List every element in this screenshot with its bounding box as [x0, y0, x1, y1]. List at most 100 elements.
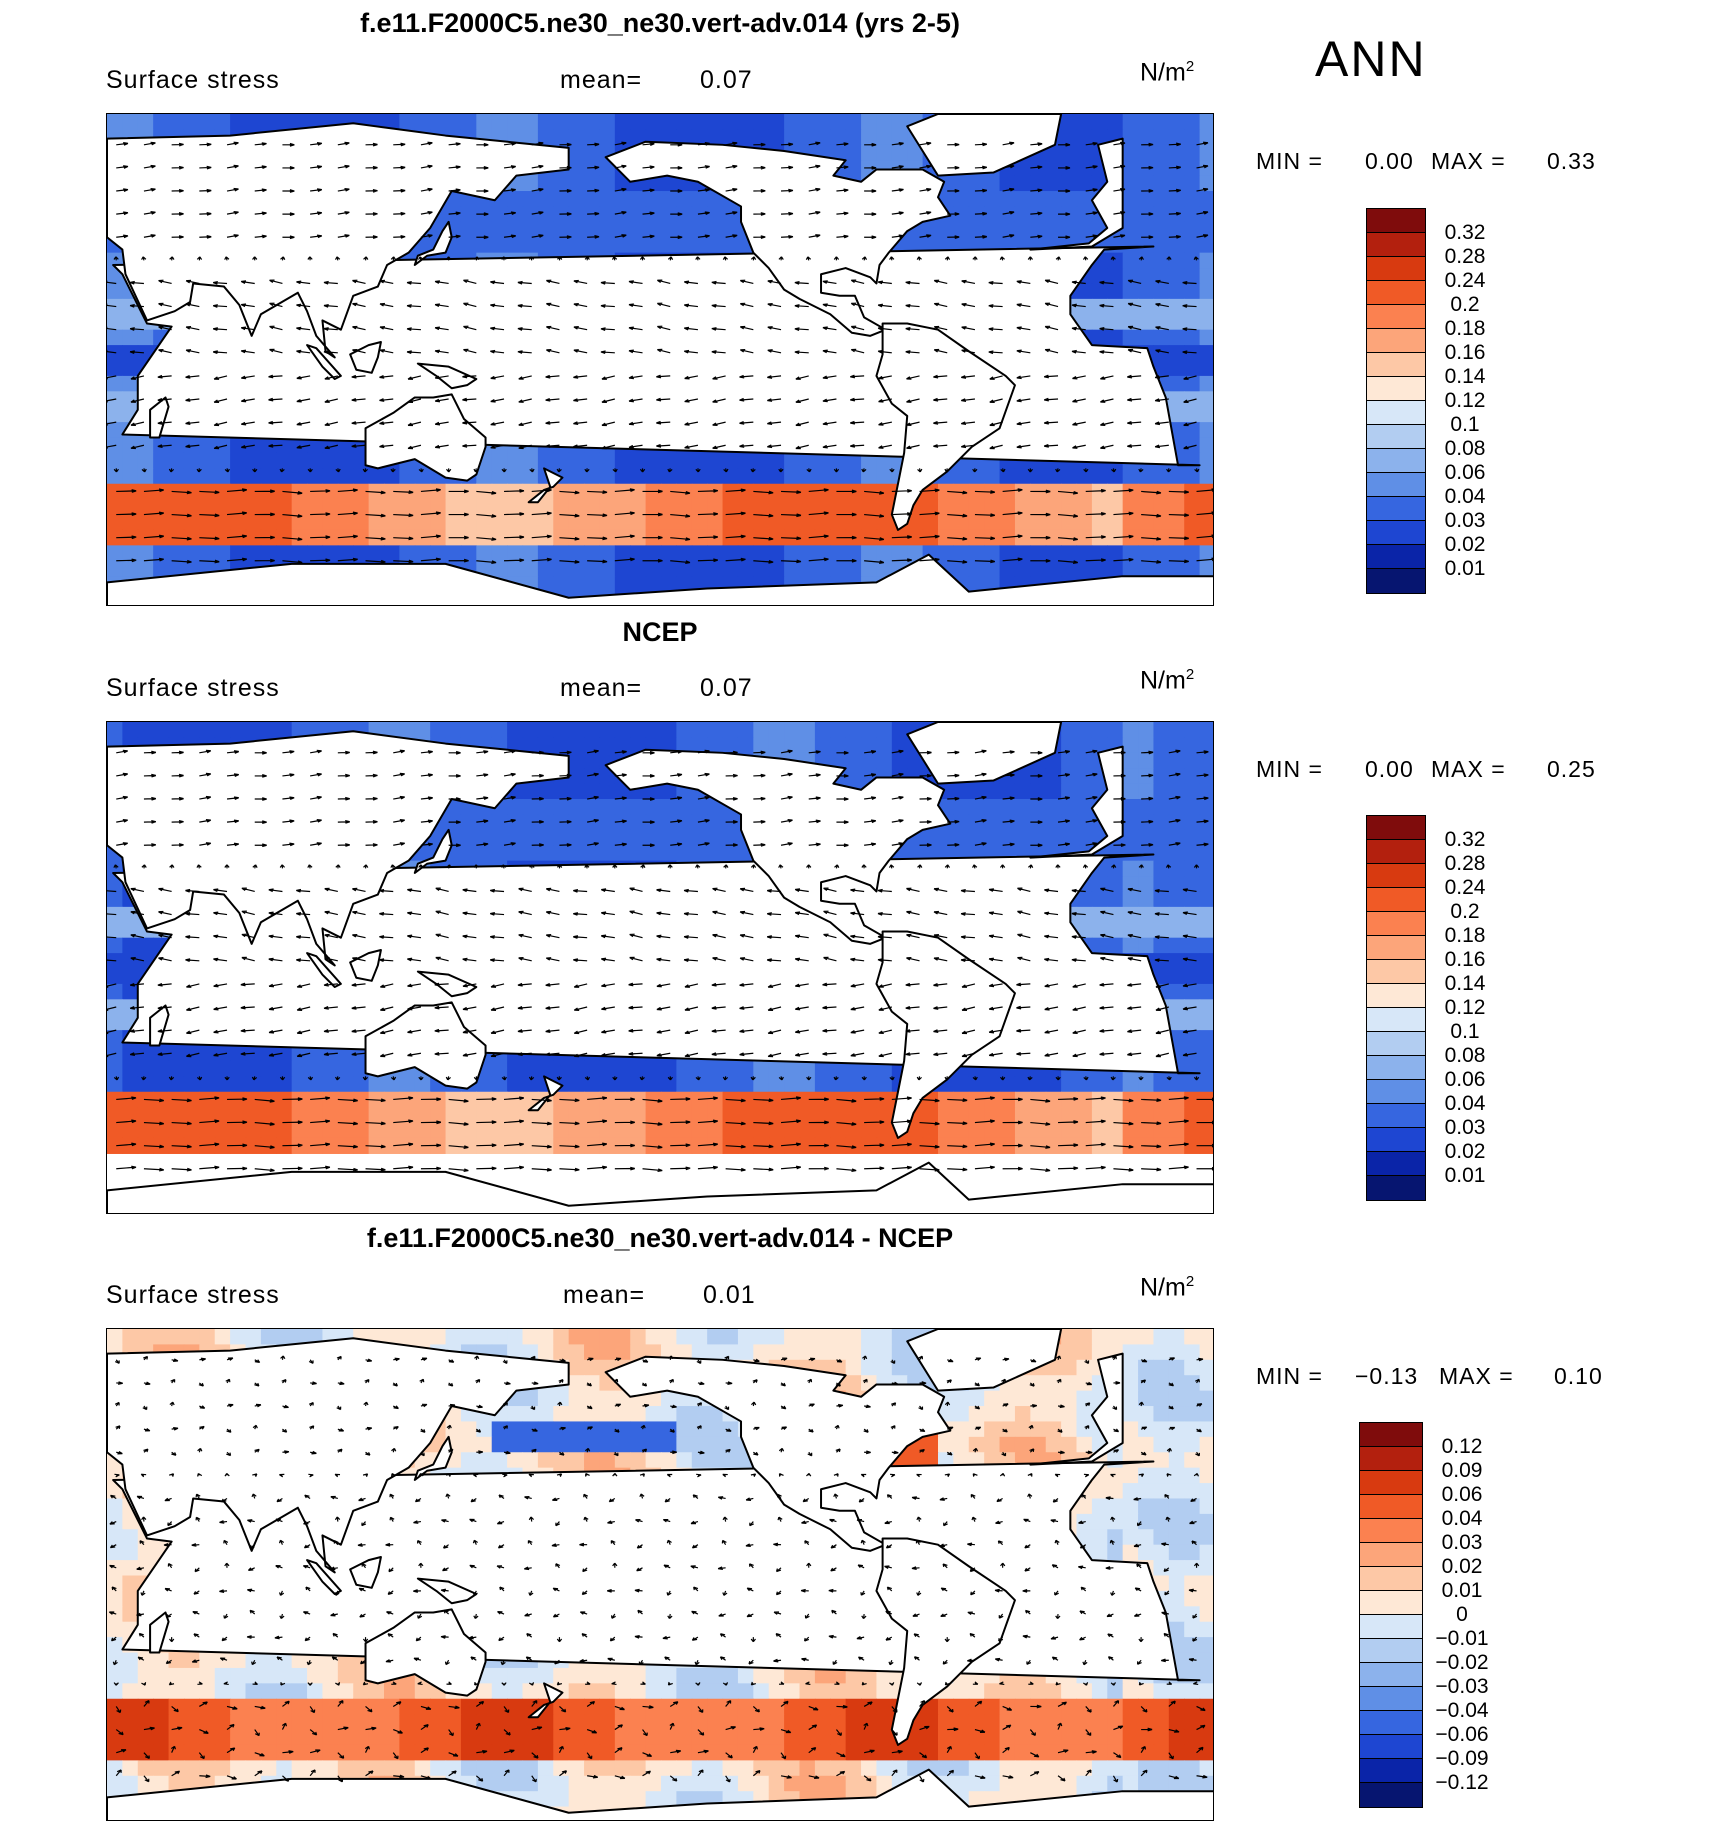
colorbar-tick-label: 0.06	[1444, 461, 1486, 484]
stress-vectors	[107, 141, 1213, 565]
colorbar-tick-label: 0.32	[1444, 221, 1486, 244]
colorbar-swatch	[1367, 473, 1425, 497]
colorbar-swatch	[1367, 984, 1425, 1008]
panel-1-variable: Surface stress	[106, 66, 280, 94]
colorbar-tick-label: 0	[1456, 1603, 1468, 1626]
panel-2-colorbar-labels: 0.32 0.28 0.24 0.2 0.18 0.16 0.14 0.12 0.1 0.08 0.…	[1425, 828, 1505, 1188]
colorbar-swatch	[1367, 401, 1425, 425]
panel-3-min-label: MIN =	[1256, 1363, 1323, 1389]
colorbar-swatch	[1367, 1080, 1425, 1104]
colorbar-swatch	[1360, 1495, 1422, 1519]
colorbar-tick-label: 0.18	[1444, 924, 1486, 947]
panel-2-units: N/m2	[1140, 666, 1195, 695]
colorbar-swatch	[1367, 233, 1425, 257]
colorbar-tick-label: 0.1	[1450, 1020, 1480, 1043]
panel-1-min-value: 0.00	[1365, 148, 1414, 174]
colorbar-swatch	[1360, 1663, 1422, 1687]
colorbar-swatch	[1360, 1615, 1422, 1639]
panel-3-units: N/m2	[1140, 1273, 1195, 1302]
colorbar-swatch	[1360, 1711, 1422, 1735]
colorbar-swatch	[1367, 353, 1425, 377]
colorbar-tick-label: 0.12	[1444, 389, 1486, 412]
colorbar-tick-label: 0.28	[1444, 852, 1486, 875]
colorbar-swatch	[1367, 1176, 1425, 1200]
colorbar-tick-label: 0.08	[1444, 437, 1486, 460]
colorbar-swatch	[1367, 329, 1425, 353]
colorbar-tick-label: 0.08	[1444, 1044, 1486, 1067]
panel-2-max-label: MAX =	[1431, 756, 1506, 782]
panel-1-colorbar	[1366, 208, 1426, 594]
panel-3-title: f.e11.F2000C5.ne30_ne30.vert-adv.014 - N…	[366, 1223, 954, 1253]
panel-2-mean-value: 0.07	[700, 674, 753, 702]
colorbar-tick-label: −0.09	[1435, 1747, 1489, 1770]
colorbar-tick-label: 0.01	[1444, 557, 1486, 580]
panel-2-map	[106, 721, 1214, 1214]
colorbar-swatch	[1367, 936, 1425, 960]
colorbar-swatch	[1367, 521, 1425, 545]
colorbar-tick-label: 0.04	[1444, 1092, 1486, 1115]
panel-1-max-label: MAX =	[1431, 148, 1506, 174]
stress-vectors	[108, 1355, 1208, 1783]
colorbar-tick-label: 0.18	[1444, 317, 1486, 340]
colorbar-tick-label: 0.03	[1441, 1531, 1483, 1554]
colorbar-swatch	[1367, 1056, 1425, 1080]
colorbar-swatch	[1367, 1032, 1425, 1056]
colorbar-swatch	[1360, 1423, 1422, 1447]
panel-2-variable: Surface stress	[106, 674, 280, 702]
colorbar-tick-label: 0.16	[1444, 341, 1486, 364]
colorbar-swatch	[1367, 1128, 1425, 1152]
coastlines	[107, 1329, 1213, 1820]
colorbar-tick-label: 0.06	[1444, 1068, 1486, 1091]
colorbar-swatch	[1367, 425, 1425, 449]
colorbar-swatch	[1367, 209, 1425, 233]
colorbar-tick-label: 0.09	[1441, 1459, 1483, 1482]
panel-2-mean-label: mean=	[560, 674, 643, 702]
colorbar-tick-label: 0.12	[1444, 996, 1486, 1019]
panel-2-max-value: 0.25	[1547, 756, 1596, 782]
colorbar-swatch	[1367, 377, 1425, 401]
panel-3-colorbar-labels: 0.12 0.09 0.06 0.04 0.03 0.02 0.01 0 −0.01 −0.02−…	[1422, 1435, 1502, 1795]
colorbar-swatch	[1360, 1447, 1422, 1471]
colorbar-tick-label: 0.14	[1444, 972, 1486, 995]
colorbar-tick-label: −0.01	[1435, 1627, 1489, 1650]
panel-1-min-label: MIN =	[1256, 148, 1323, 174]
colorbar-swatch	[1367, 864, 1425, 888]
colorbar-swatch	[1360, 1759, 1422, 1783]
colorbar-swatch	[1367, 1152, 1425, 1176]
colorbar-swatch	[1360, 1639, 1422, 1663]
colorbar-tick-label: 0.01	[1444, 1164, 1486, 1187]
panel-2-min-value: 0.00	[1365, 756, 1414, 782]
panel-1-map	[106, 113, 1214, 606]
panel-3-min-value: −0.13	[1355, 1363, 1419, 1389]
panel-2-colorbar	[1366, 815, 1426, 1201]
colorbar-tick-label: 0.14	[1444, 365, 1486, 388]
colorbar-tick-label: 0.16	[1444, 948, 1486, 971]
colorbar-tick-label: 0.04	[1444, 485, 1486, 508]
colorbar-tick-label: 0.03	[1444, 509, 1486, 532]
colorbar-tick-label: 0.1	[1450, 413, 1480, 436]
colorbar-swatch	[1360, 1591, 1422, 1615]
colorbar-swatch	[1367, 1104, 1425, 1128]
colorbar-swatch	[1367, 305, 1425, 329]
colorbar-tick-label: 0.2	[1450, 293, 1480, 316]
panel-2-title: NCEP	[622, 617, 698, 647]
panel-1-title: f.e11.F2000C5.ne30_ne30.vert-adv.014 (yr…	[360, 8, 960, 38]
panel-3-mean-value: 0.01	[703, 1281, 756, 1309]
colorbar-swatch	[1367, 816, 1425, 840]
panel-1-colorbar-labels: 0.32 0.28 0.24 0.2 0.18 0.16 0.14 0.12 0.1 0.08 0.…	[1425, 221, 1505, 581]
panel-3-variable: Surface stress	[106, 1281, 280, 1309]
panel-3-map	[106, 1328, 1214, 1821]
colorbar-swatch	[1367, 497, 1425, 521]
colorbar-tick-label: 0.24	[1444, 269, 1486, 292]
colorbar-tick-label: 0.02	[1444, 533, 1486, 556]
colorbar-tick-label: 0.24	[1444, 876, 1486, 899]
colorbar-tick-label: 0.28	[1444, 245, 1486, 268]
map-svg	[107, 722, 1213, 1213]
colorbar-tick-label: 0.03	[1444, 1116, 1486, 1139]
colorbar-swatch	[1360, 1543, 1422, 1567]
panel-2-min-label: MIN =	[1256, 756, 1323, 782]
colorbar-tick-label: −0.02	[1435, 1651, 1489, 1674]
colorbar-tick-label: 0.32	[1444, 828, 1486, 851]
colorbar-tick-label: −0.04	[1435, 1699, 1489, 1722]
colorbar-tick-label: −0.12	[1435, 1771, 1489, 1794]
